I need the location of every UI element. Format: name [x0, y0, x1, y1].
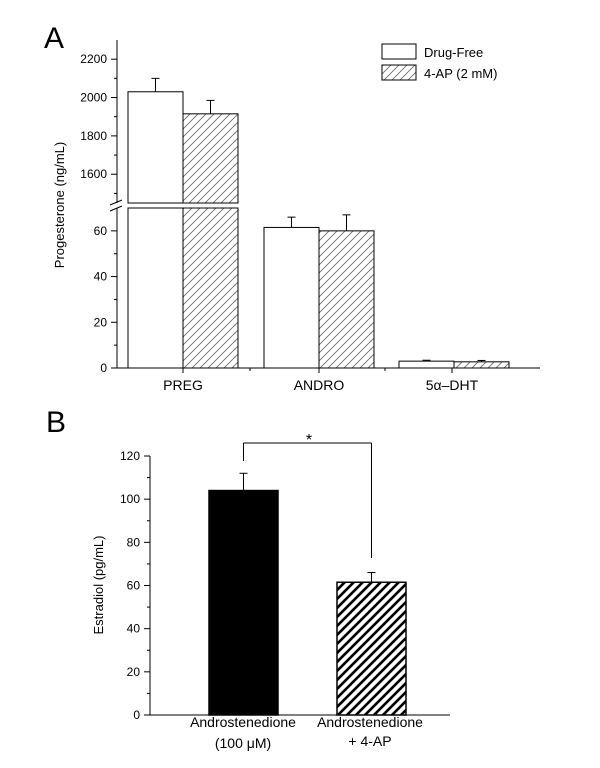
- panel-b-y-ticks: 0 20 40 60 80 100 120: [120, 449, 150, 722]
- panel-a-y-axis-label: Progesterone (ng/mL): [52, 142, 67, 268]
- panel-b: B Estradiol (pg/mL) 0 20 40 60 80 100 120 * An…: [46, 406, 450, 751]
- panel-a-legend: Drug-Free 4-AP (2 mM): [381, 43, 497, 81]
- bar-andro-4-ap-2-mm: [318, 230, 375, 369]
- axis-break-mark-lower: [109, 205, 123, 212]
- panel-b-label: B: [46, 406, 66, 439]
- category-label-5-dht: 5α–DHT: [426, 377, 479, 393]
- bar-andro-drug-free: [263, 226, 320, 369]
- y-tick-label-2000: 2000: [80, 91, 107, 105]
- y-tick-label-20: 20: [94, 315, 108, 329]
- panel-b-significance-bracket: [243, 442, 372, 558]
- bar-1: [208, 489, 279, 716]
- panel-b-y-axis-label: Estradiol (pg/mL): [91, 536, 106, 635]
- y-tick-label-2200: 2200: [80, 52, 107, 66]
- y-tick-label-60: 60: [94, 224, 108, 238]
- y-tick-label-80: 80: [127, 535, 141, 549]
- bar-5-dht-4-ap-2-mm: [453, 361, 510, 369]
- axis-break-mark-upper: [109, 199, 123, 206]
- legend-label-4ap: 4-AP (2 mM): [424, 66, 497, 81]
- y-tick-label-40: 40: [94, 270, 108, 284]
- panel-a: A Progesterone (ng/mL) 1600180020002200 …: [44, 22, 550, 393]
- bar-preg-drug-free-upper: [127, 91, 184, 204]
- category-label-2-line1: Androstenedione: [317, 714, 423, 730]
- significance-star: *: [306, 432, 312, 449]
- legend-swatch-drug-free: [381, 43, 417, 60]
- panel-a-category-labels: PREG ANDRO 5α–DHT: [163, 377, 479, 393]
- legend-label-drug-free: Drug-Free: [424, 45, 483, 60]
- category-label-2-line2: + 4-AP: [348, 733, 391, 749]
- y-tick-label-20: 20: [127, 665, 141, 679]
- panel-b-category-labels: Androstenedione (100 μM) Androstenedione…: [190, 714, 423, 751]
- category-label-1-line2: (100 μM): [215, 735, 271, 751]
- panel-a-label: A: [44, 22, 64, 55]
- category-label-preg: PREG: [163, 377, 203, 393]
- panel-a-axes: [109, 40, 540, 373]
- panel-b-bars: [208, 472, 407, 716]
- y-tick-label-0: 0: [100, 361, 107, 375]
- y-tick-label-120: 120: [120, 449, 140, 463]
- panel-a-lower-y-ticks: 0 20 40 60: [94, 224, 117, 375]
- bar-preg-drug-free-lower: [127, 207, 184, 369]
- y-tick-label-0: 0: [133, 708, 140, 722]
- axis-break-gap: [100, 203, 550, 208]
- category-label-1-line1: Androstenedione: [190, 714, 296, 730]
- bar-2: [336, 581, 407, 716]
- panel-a-bars: [100, 77, 550, 369]
- y-tick-label-100: 100: [120, 492, 140, 506]
- category-label-andro: ANDRO: [294, 377, 345, 393]
- bar-5-dht-drug-free: [398, 360, 455, 369]
- y-tick-label-60: 60: [127, 579, 141, 593]
- bar-preg-4-ap-2-mm-lower: [182, 207, 239, 369]
- y-tick-label-40: 40: [127, 622, 141, 636]
- panel-b-axes: [149, 456, 450, 716]
- panel-a-upper-y-ticks: 1600 1800 2000 2200: [80, 52, 117, 194]
- bar-preg-4-ap-2-mm-upper: [182, 113, 239, 204]
- legend-swatch-4ap: [381, 64, 417, 81]
- y-tick-label-1800: 1800: [80, 129, 107, 143]
- y-tick-label-1600: 1600: [80, 167, 107, 181]
